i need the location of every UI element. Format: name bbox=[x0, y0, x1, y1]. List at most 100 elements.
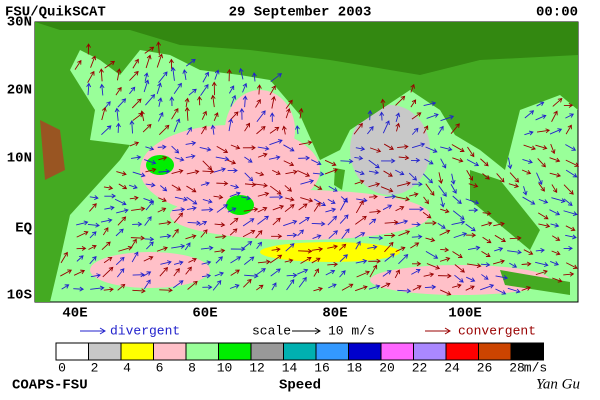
footer-left: COAPS-FSU bbox=[12, 378, 88, 394]
wind-arrow bbox=[243, 207, 259, 212]
legend-label: convergent bbox=[458, 323, 536, 338]
wind-arrow bbox=[552, 277, 563, 283]
wind-arrow bbox=[327, 198, 336, 204]
wind-arrow bbox=[214, 248, 226, 254]
wind-arrow bbox=[198, 220, 208, 226]
wind-arrow bbox=[159, 287, 173, 293]
colorbar-swatch bbox=[380, 342, 414, 361]
wind-arrow bbox=[426, 263, 441, 270]
wind-arrow bbox=[213, 167, 226, 173]
wind-arrow bbox=[368, 284, 381, 290]
wind-arrow bbox=[494, 246, 504, 252]
wind-arrow bbox=[255, 268, 266, 276]
wind-arrow bbox=[171, 145, 180, 154]
wind-arrow bbox=[425, 146, 438, 153]
wind-arrow bbox=[535, 269, 548, 276]
wind-arrow bbox=[398, 230, 411, 237]
wind-arrow bbox=[354, 179, 365, 185]
wind-arrow bbox=[369, 209, 382, 215]
wind-arrow bbox=[285, 108, 291, 119]
wind-arrow bbox=[298, 140, 313, 146]
wind-arrow bbox=[173, 82, 182, 94]
wind-arrow bbox=[257, 259, 271, 265]
wind-arrow bbox=[411, 268, 421, 275]
wind-arrow bbox=[440, 197, 445, 208]
wind-arrow bbox=[86, 82, 92, 96]
wind-arrow bbox=[143, 72, 149, 82]
wind-arrow bbox=[397, 144, 409, 150]
wind-arrow bbox=[423, 196, 429, 205]
wind-arrow bbox=[563, 210, 578, 217]
wind-arrow bbox=[116, 68, 122, 81]
wind-arrow bbox=[228, 85, 235, 94]
wind-arrow bbox=[255, 230, 263, 239]
wind-arrow bbox=[426, 113, 439, 119]
wind-arrow bbox=[521, 286, 531, 291]
wind-arrow bbox=[481, 274, 489, 280]
colorbar-tick: 26 bbox=[477, 360, 493, 375]
wind-arrow bbox=[230, 269, 240, 276]
colorbar-unit: m/s bbox=[524, 360, 547, 375]
wind-arrow bbox=[563, 184, 574, 195]
wind-arrow bbox=[201, 207, 214, 213]
wind-arrow bbox=[297, 229, 304, 237]
wind-arrow bbox=[452, 251, 463, 258]
wind-arrow bbox=[453, 232, 468, 239]
wind-arrow bbox=[480, 283, 495, 291]
wind-arrow bbox=[537, 212, 549, 220]
wind-arrow bbox=[466, 159, 480, 167]
wind-arrow bbox=[298, 107, 304, 119]
scale-arrow bbox=[314, 327, 321, 335]
wind-arrow bbox=[215, 234, 227, 240]
wind-arrow bbox=[465, 232, 477, 238]
wind-arrow bbox=[76, 246, 87, 251]
wind-arrow bbox=[171, 169, 184, 174]
wind-arrow bbox=[228, 118, 234, 132]
wind-arrow bbox=[327, 244, 339, 250]
wind-arrow bbox=[156, 246, 168, 252]
wind-arrow bbox=[60, 269, 72, 277]
wind-arrow bbox=[509, 235, 522, 241]
wind-arrow bbox=[538, 182, 545, 192]
wind-arrow bbox=[214, 271, 224, 277]
wind-arrow bbox=[522, 196, 536, 205]
wind-arrow bbox=[439, 229, 451, 236]
wind-arrow bbox=[509, 172, 520, 183]
wind-arrow bbox=[551, 235, 561, 241]
wind-arrow bbox=[186, 126, 192, 135]
wind-arrow bbox=[565, 234, 577, 240]
wind-arrow bbox=[215, 256, 223, 264]
wind-arrow bbox=[139, 110, 145, 122]
wind-arrow bbox=[450, 123, 460, 135]
lat-label: 10N bbox=[7, 151, 32, 167]
colorbar-tick: 24 bbox=[444, 360, 460, 375]
wind-arrow bbox=[74, 59, 82, 70]
wind-arrow bbox=[156, 82, 162, 95]
wind-arrow bbox=[202, 284, 213, 290]
wind-arrow bbox=[90, 55, 97, 68]
wind-arrow bbox=[269, 194, 284, 200]
wind-arrow bbox=[128, 184, 138, 190]
wind-arrow bbox=[313, 201, 321, 212]
wind-arrow bbox=[535, 261, 549, 267]
wind-arrow bbox=[188, 257, 197, 263]
wind-arrow bbox=[411, 112, 422, 120]
wind-arrow bbox=[99, 68, 104, 82]
wind-arrow bbox=[411, 222, 421, 227]
wind-arrow bbox=[384, 232, 396, 238]
wind-arrow bbox=[300, 256, 312, 264]
wind-arrow bbox=[355, 285, 368, 292]
wind-arrow bbox=[143, 279, 151, 290]
legend-label: scale bbox=[252, 323, 291, 338]
wind-arrow bbox=[423, 272, 435, 278]
wind-arrow bbox=[523, 249, 534, 255]
wind-arrow bbox=[367, 244, 378, 250]
wind-arrow bbox=[129, 70, 139, 81]
wind-arrow bbox=[256, 284, 264, 291]
colorbar-tick: 20 bbox=[379, 360, 395, 375]
wind-arrow bbox=[212, 280, 222, 291]
wind-arrow bbox=[380, 98, 386, 109]
wind-arrow bbox=[536, 172, 543, 185]
wind-arrow bbox=[424, 158, 434, 165]
wind-arrow bbox=[451, 220, 466, 225]
